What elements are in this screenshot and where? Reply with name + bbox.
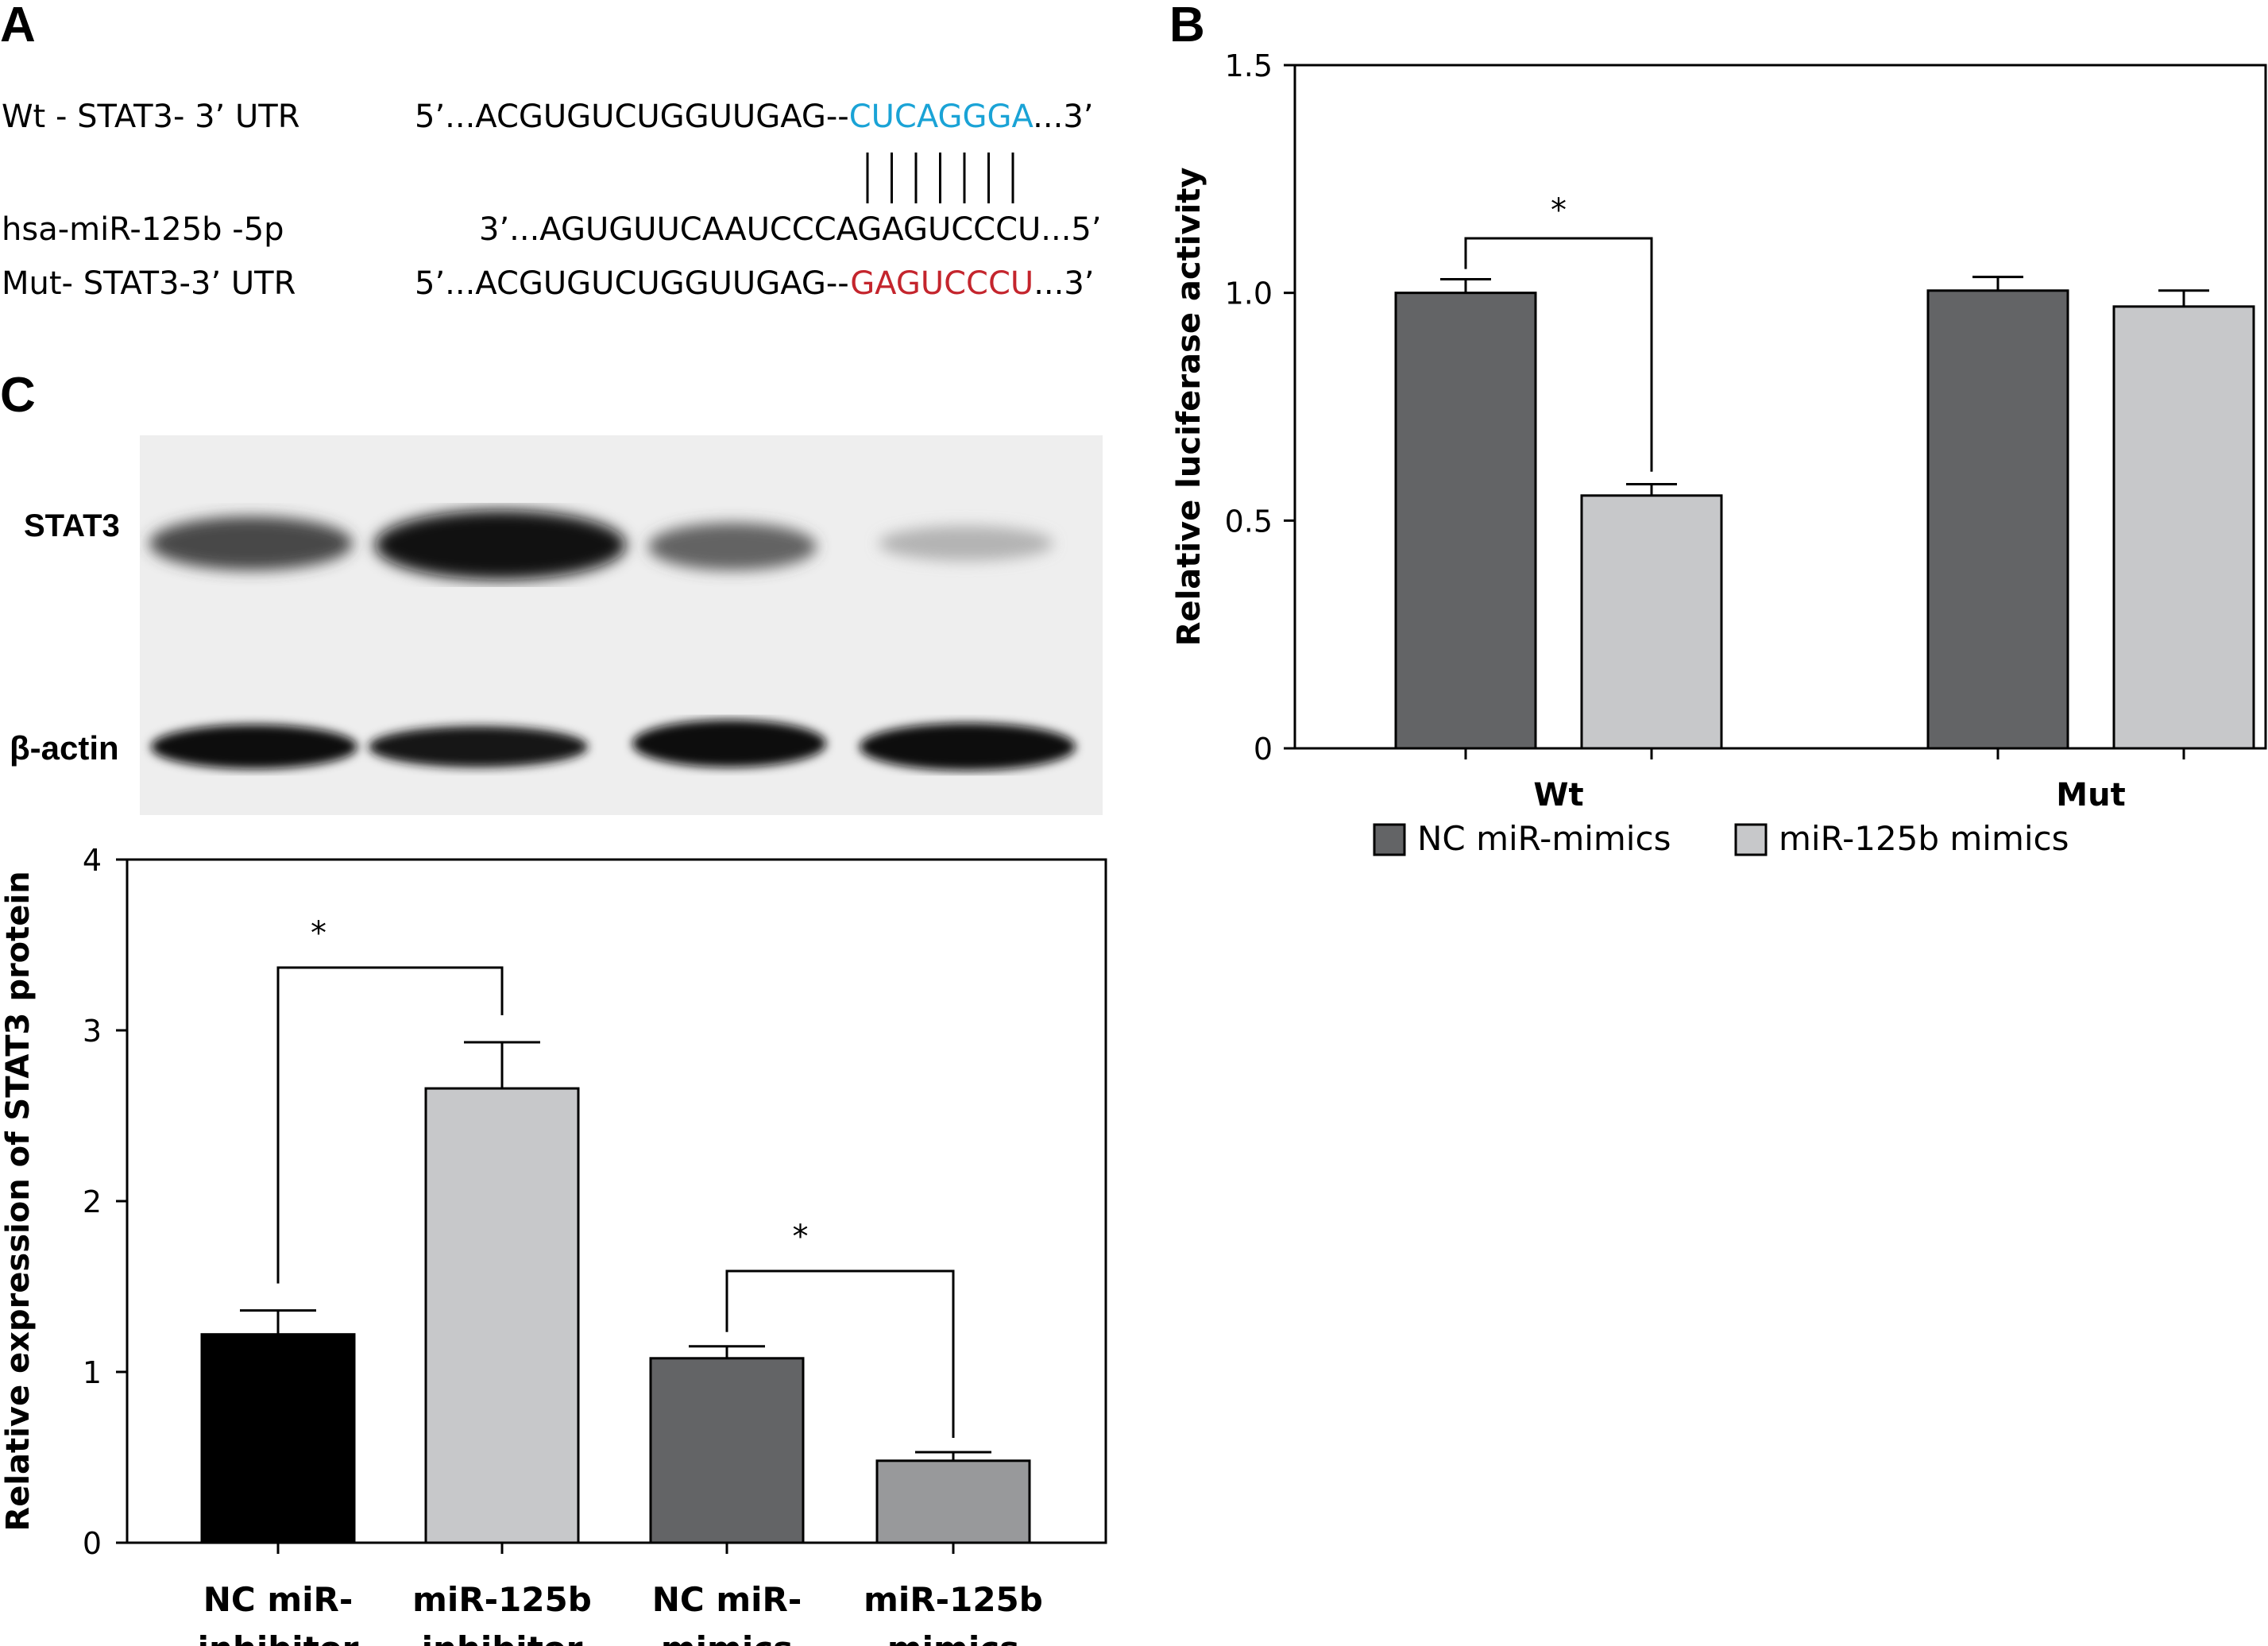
wt-sequence-suffix: ...3’ [1033,99,1094,135]
mut-sequence-prefix: 5’...ACGUGUCUGGUUGAG-- [415,265,851,302]
y-tick-label: 4 [83,843,102,878]
y-axis-label: Relative expression of STAT3 protein [0,871,37,1531]
stat3-band-4 [879,526,1053,561]
y-tick-label: 0 [83,1526,102,1561]
bar [1580,494,1723,750]
wt-sequence: 5’...ACGUGUCUGGUUGAG--CUCAGGGA...3’ [415,99,1093,135]
significance-bracket [725,1269,955,1439]
bar [1926,289,2069,750]
wt-seed-region: CUCAGGGA [848,99,1034,135]
blot-label-stat3: STAT3 [24,508,120,543]
bar [875,1459,1031,1544]
x-tick-label: NC miR-mimics [652,1580,802,1646]
pairing-lines [866,153,1014,203]
stat3-band-3 [648,523,817,570]
significance-bracket [276,966,504,1284]
x-tick-label: NC miR-inhibitor [198,1580,359,1646]
blot-label-actin: β-actin [10,729,119,767]
mir-sequence: 3’...AGUGUUCAAUCCCAGAGUCCCU...5’ [479,211,1102,248]
actin-band-3 [632,720,826,767]
mut-sequence-suffix: ...3’ [1034,265,1095,302]
significance-star: * [793,1219,809,1255]
bar [2112,305,2255,750]
mut-seed-region: GAGUCCCU [850,265,1034,302]
actin-band-4 [860,723,1076,771]
bar [649,1357,805,1544]
mut-label: Mut- STAT3-3’ UTR [2,265,296,302]
bar [424,1087,580,1544]
bar [1394,292,1537,750]
actin-band-2 [369,726,588,767]
x-tick-label: miR-125binhibitor [412,1580,592,1646]
panel-b-letter: B [1169,0,1205,52]
significance-star: * [1551,192,1567,229]
x-tick-label: Wt [1533,777,1583,813]
mut-sequence: 5’...ACGUGUCUGGUUGAG--GAGUCCCU...3’ [415,265,1095,302]
y-axis-label: Relative luciferase activity [1171,168,1207,647]
panel-c-letter: C [0,368,36,423]
y-tick-label: 1.0 [1225,276,1273,311]
legend-swatch [1373,823,1406,856]
chart-b: 0 0.5 1.0 1.5 Relative luciferase activity Wt… [1171,48,2267,858]
stat3-band-1 [149,516,353,570]
legend-swatch [1734,823,1768,856]
y-tick-label: 0.5 [1225,504,1273,539]
legend-label: miR-125b mimics [1779,819,2069,858]
wt-label: Wt - STAT3- 3’ UTR [2,99,300,135]
stat3-band-2 [375,510,626,580]
actin-band-1 [151,724,357,769]
bar [200,1333,356,1544]
y-tick-label: 2 [83,1184,102,1219]
legend-label: NC miR-mimics [1417,819,1671,858]
significance-star: * [311,915,326,952]
y-tick-label: 1.5 [1225,48,1273,83]
blot-image [140,435,1103,815]
plot-frame [1293,64,2267,750]
y-tick-label: 0 [1254,732,1273,767]
mir-label: hsa-miR-125b -5p [2,211,284,248]
wt-sequence-prefix: 5’...ACGUGUCUGGUUGAG-- [415,99,849,135]
x-tick-label: Mut [2056,777,2125,813]
y-tick-label: 1 [83,1355,102,1390]
chart-c: 0 1 2 3 4 Relative expression of STAT3 protei… [0,843,1107,1646]
significance-bracket [1464,237,1653,472]
y-tick-label: 3 [83,1014,102,1049]
panel-a-letter: A [0,0,36,52]
